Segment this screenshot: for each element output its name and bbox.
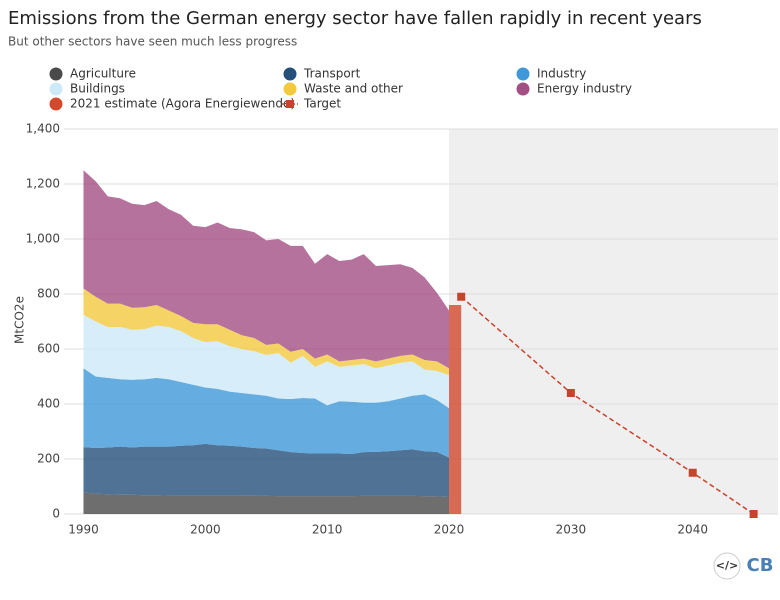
legend-swatch <box>286 100 294 108</box>
logo: CB <box>747 555 774 576</box>
x-tick-label: 2040 <box>677 523 708 537</box>
embed-icon[interactable] <box>713 552 741 580</box>
area <box>83 492 450 514</box>
area <box>83 443 450 497</box>
legend-swatch <box>516 67 530 81</box>
legend-swatch <box>49 82 63 96</box>
y-tick-label: 1,400 <box>26 122 60 136</box>
area <box>83 170 450 369</box>
x-tick-label: 2010 <box>312 523 343 537</box>
y-tick-label: 200 <box>37 452 60 466</box>
chart-title: Emissions from the German energy sector … <box>8 8 702 29</box>
y-tick-label: 600 <box>37 342 60 356</box>
legend-label: Agriculture <box>70 67 136 81</box>
target-marker <box>566 389 575 397</box>
legend-label: Transport <box>303 67 361 81</box>
target-marker <box>457 292 466 301</box>
y-tick-label: 0 <box>52 507 60 521</box>
legend-label: 2021 estimate (Agora Energiewende) <box>70 97 295 111</box>
y-tick-label: 1,200 <box>26 177 60 191</box>
legend-swatch <box>49 67 63 81</box>
x-tick-label: 2000 <box>190 523 221 537</box>
legend-swatch <box>283 67 297 81</box>
embed-text[interactable]: </> <box>716 559 738 572</box>
legend-swatch <box>49 97 63 111</box>
estimate-bar <box>449 305 462 514</box>
y-tick-label: 400 <box>37 397 60 411</box>
target-marker <box>749 510 758 518</box>
legend-label: Energy industry <box>537 82 632 96</box>
future-shade <box>449 129 778 514</box>
area <box>83 368 450 458</box>
target-line <box>460 296 755 515</box>
target-marker <box>688 468 697 477</box>
y-tick-label: 800 <box>37 287 60 301</box>
area <box>83 314 450 409</box>
plot-area: 0 200 400 600 800 1,000 1,200 1,400 MtCO2e 1990 20… <box>13 122 778 537</box>
x-tick-label: 2020 <box>434 523 465 537</box>
legend-label: Waste and other <box>304 82 403 96</box>
legend-label: Buildings <box>70 82 125 96</box>
x-tick-label: 2030 <box>556 523 587 537</box>
legend-label: Industry <box>537 67 586 81</box>
y-tick-label: 1,000 <box>26 232 60 246</box>
legend-label: Target <box>303 97 341 111</box>
y-axis-label: MtCO2e <box>13 296 27 344</box>
legend-swatch <box>516 82 530 96</box>
x-tick-label: 1990 <box>68 523 99 537</box>
legend-swatch <box>283 82 297 96</box>
chart-subtitle: But other sectors have seen much less pr… <box>8 35 297 49</box>
